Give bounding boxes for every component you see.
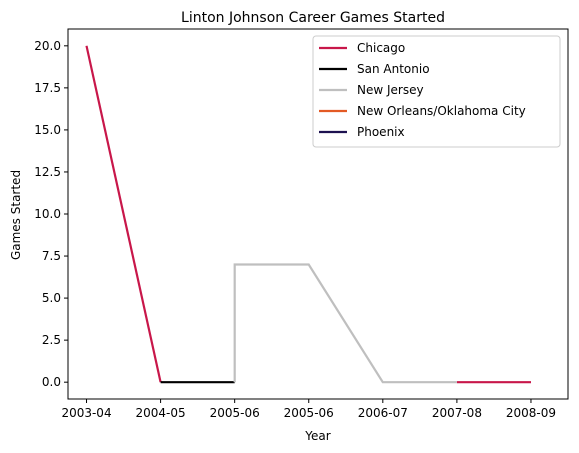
y-tick-label: 10.0 xyxy=(34,207,61,221)
legend-box xyxy=(312,35,561,148)
y-tick-label: 12.5 xyxy=(34,165,61,179)
x-tick-label: 2006-07 xyxy=(358,406,408,420)
legend-label-new-jersey: New Jersey xyxy=(357,83,424,97)
x-tick-label: 2003-04 xyxy=(61,406,111,420)
y-tick-label: 20.0 xyxy=(34,39,61,53)
legend-label-chicago: Chicago xyxy=(357,41,405,55)
y-axis-label: Games Started xyxy=(9,170,23,260)
y-tick-label: 17.5 xyxy=(34,81,61,95)
y-tick-label: 7.5 xyxy=(42,249,61,263)
ticks-layer: 0.0 2.5 5.0 7.5 10.0 12.5 15.0 17.5 20.0 2003-04 2… xyxy=(34,39,556,420)
x-tick-label: 2008-09 xyxy=(506,406,556,420)
series-layer xyxy=(85,45,531,384)
x-axis-label: Year xyxy=(304,429,330,443)
chart-title: Linton Johnson Career Games Started xyxy=(181,10,445,26)
x-tick-label: 2004-05 xyxy=(136,406,186,420)
series-line-new-jersey xyxy=(233,263,457,384)
y-tick-label: 15.0 xyxy=(34,123,61,137)
y-tick-label: 5.0 xyxy=(42,291,61,305)
y-tick-label: 2.5 xyxy=(42,333,61,347)
legend: Chicago San Antonio New Jersey New Orleans/… xyxy=(312,35,561,148)
y-tick-label: 0.0 xyxy=(42,375,61,389)
x-tick-label: 2005-06 xyxy=(284,406,334,420)
series-line-chicago xyxy=(85,45,162,383)
legend-label-san-antonio: San Antonio xyxy=(357,62,430,76)
legend-label-new-orleans-oklahoma-city: New Orleans/Oklahoma City xyxy=(357,104,526,118)
x-tick-label: 2005-06 xyxy=(210,406,260,420)
x-tick-label: 2007-08 xyxy=(432,406,482,420)
legend-label-phoenix: Phoenix xyxy=(357,125,405,139)
